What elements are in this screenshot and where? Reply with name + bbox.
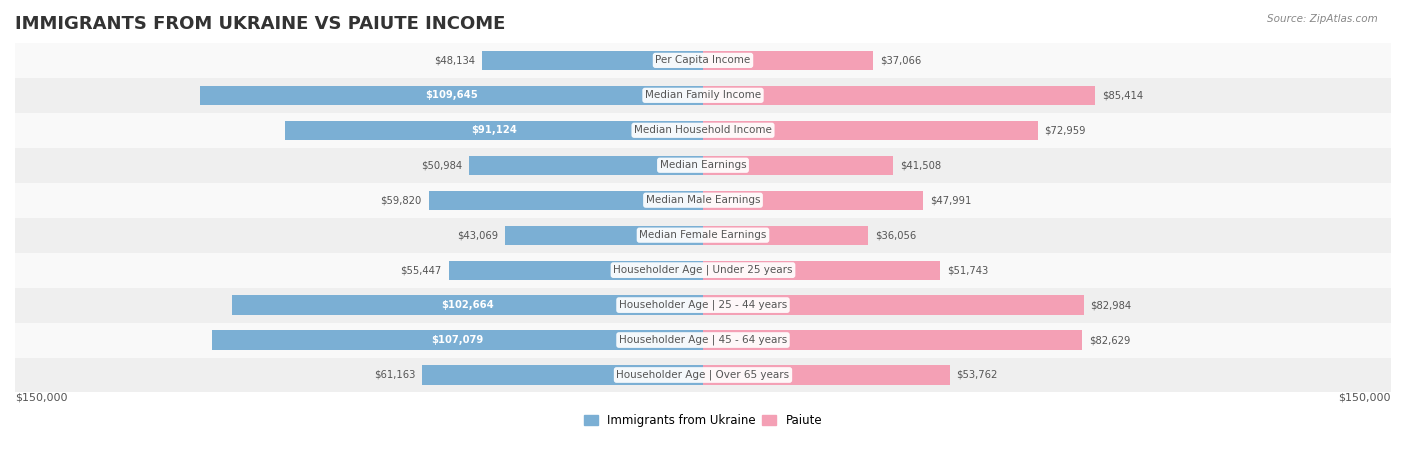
Bar [200,86,703,105]
Bar [15,148,1391,183]
Bar [15,113,1391,148]
Bar [703,156,893,175]
Text: $109,645: $109,645 [425,90,478,100]
Text: $59,820: $59,820 [381,195,422,205]
Bar [15,323,1391,358]
Bar [212,331,703,350]
Bar [15,218,1391,253]
Text: $102,664: $102,664 [441,300,494,310]
Bar [482,51,703,70]
Text: $50,984: $50,984 [422,160,463,170]
Bar [232,296,703,315]
Text: $150,000: $150,000 [1339,392,1391,403]
Text: $82,984: $82,984 [1091,300,1132,310]
Bar [470,156,703,175]
Bar [703,296,1084,315]
Text: $82,629: $82,629 [1088,335,1130,345]
Text: Per Capita Income: Per Capita Income [655,56,751,65]
Bar [703,261,941,280]
Bar [703,226,869,245]
Text: Householder Age | Under 25 years: Householder Age | Under 25 years [613,265,793,276]
Text: $37,066: $37,066 [880,56,921,65]
Bar [703,86,1095,105]
Bar [285,120,703,140]
Text: Median Earnings: Median Earnings [659,160,747,170]
Text: Median Household Income: Median Household Income [634,125,772,135]
Text: $53,762: $53,762 [956,370,998,380]
Text: $61,163: $61,163 [374,370,416,380]
Bar [15,183,1391,218]
Text: IMMIGRANTS FROM UKRAINE VS PAIUTE INCOME: IMMIGRANTS FROM UKRAINE VS PAIUTE INCOME [15,15,505,33]
Text: $85,414: $85,414 [1102,90,1143,100]
Bar [449,261,703,280]
Text: $47,991: $47,991 [929,195,972,205]
Text: $48,134: $48,134 [434,56,475,65]
Text: $72,959: $72,959 [1045,125,1085,135]
Bar [15,43,1391,78]
Text: $41,508: $41,508 [900,160,942,170]
Bar [505,226,703,245]
Text: Median Family Income: Median Family Income [645,90,761,100]
Bar [422,365,703,385]
Text: $43,069: $43,069 [457,230,499,240]
Bar [703,51,873,70]
Text: $150,000: $150,000 [15,392,67,403]
Text: Source: ZipAtlas.com: Source: ZipAtlas.com [1267,14,1378,24]
Bar [15,253,1391,288]
Text: Median Male Earnings: Median Male Earnings [645,195,761,205]
Text: $55,447: $55,447 [401,265,441,275]
Text: Householder Age | 45 - 64 years: Householder Age | 45 - 64 years [619,335,787,345]
Text: $107,079: $107,079 [432,335,484,345]
Bar [703,120,1038,140]
Bar [703,365,949,385]
Text: Householder Age | 25 - 44 years: Householder Age | 25 - 44 years [619,300,787,311]
Text: Median Female Earnings: Median Female Earnings [640,230,766,240]
Bar [703,331,1083,350]
Text: $51,743: $51,743 [948,265,988,275]
Bar [15,78,1391,113]
Bar [15,358,1391,392]
Bar [429,191,703,210]
Text: Householder Age | Over 65 years: Householder Age | Over 65 years [616,370,790,380]
Bar [15,288,1391,323]
Bar [703,191,924,210]
Text: $91,124: $91,124 [471,125,517,135]
Text: $36,056: $36,056 [876,230,917,240]
Legend: Immigrants from Ukraine, Paiute: Immigrants from Ukraine, Paiute [579,410,827,432]
